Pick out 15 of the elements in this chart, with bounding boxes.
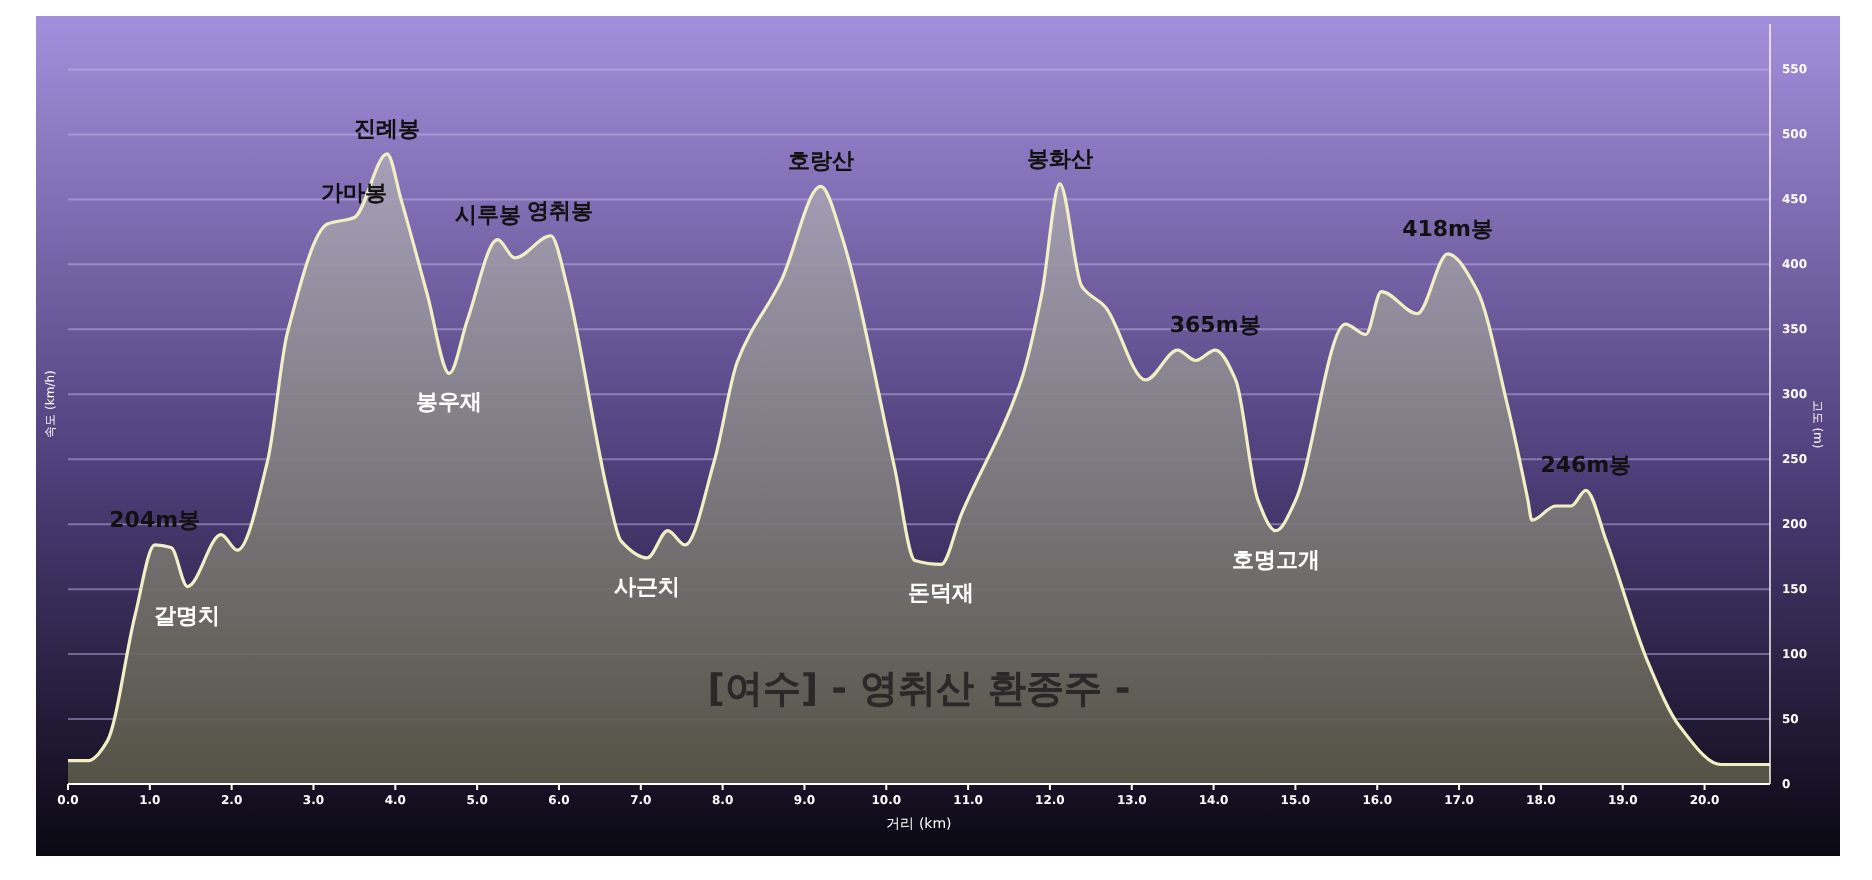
annotation: 204m봉 bbox=[109, 506, 201, 533]
annotation: 418m봉 bbox=[1402, 215, 1494, 242]
annotation: 봉화산 bbox=[1026, 145, 1093, 172]
annotation: 246m봉 bbox=[1540, 452, 1632, 479]
annotation: 영취봉 bbox=[527, 197, 594, 224]
annotation: 봉우재 bbox=[416, 389, 483, 416]
annotation: 시루봉 bbox=[455, 201, 522, 228]
annotation: 진례봉 bbox=[354, 115, 421, 142]
annotation: 365m봉 bbox=[1169, 312, 1261, 339]
annotation: 호랑산 bbox=[787, 148, 854, 175]
annotation: 돈덕재 bbox=[908, 580, 975, 607]
annotation: 호명고개 bbox=[1231, 546, 1320, 573]
annotation: 갈명치 bbox=[154, 602, 221, 629]
annotation: [여수] - 영취산 환종주 - bbox=[707, 666, 1131, 711]
annotation: 사근치 bbox=[614, 573, 681, 600]
